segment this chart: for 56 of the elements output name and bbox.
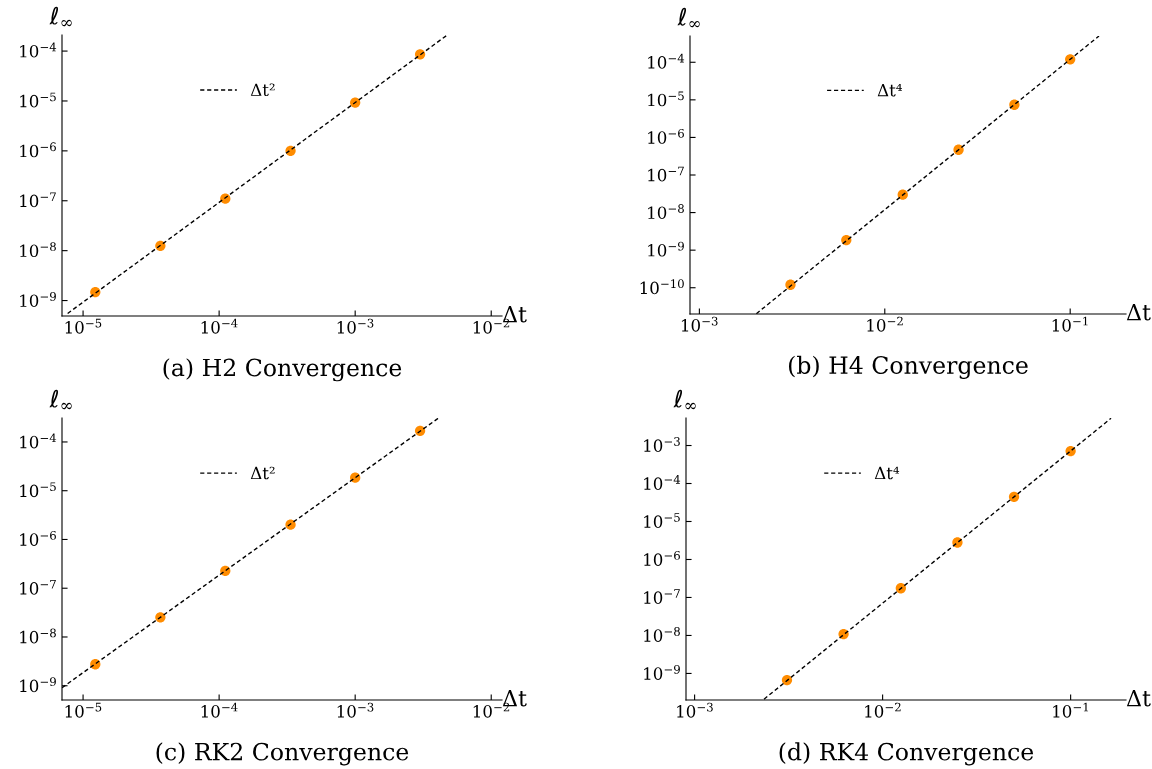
x-tick-label: 10$^{−4}$ — [201, 702, 238, 718]
legend-label: Δt² — [250, 466, 275, 480]
x-tick-label: 10$^{−5}$ — [65, 318, 102, 334]
x-tick-label: 10$^{−3}$ — [337, 702, 374, 718]
y-tick-label: 10$^{−4}$ — [648, 53, 685, 69]
x-axis-title: Δt — [1126, 689, 1151, 707]
point — [414, 425, 426, 436]
y-tick-label: 10$^{−10}$ — [640, 279, 684, 295]
legend-label: Δt⁴ — [877, 83, 902, 97]
x-tick-label: 10$^{−3}$ — [337, 318, 374, 334]
x-tick-label: 10$^{−2}$ — [865, 702, 901, 718]
y-tick-label: 10$^{−4}$ — [644, 475, 681, 490]
y-tick-label: 10$^{−7}$ — [644, 589, 680, 604]
y-axis-title: ℓ$_{∞}$ — [49, 6, 72, 27]
y-axis-title: ℓ$_{∞}$ — [49, 389, 72, 410]
text: (b) H4 Convergence — [789, 355, 1028, 379]
y-tick-label: 10$^{−6}$ — [20, 142, 56, 158]
y-tick-label: 10$^{−8}$ — [20, 628, 56, 644]
x-axis-title: Δt — [1126, 303, 1151, 321]
y-tick-label: 10$^{−8}$ — [648, 204, 684, 220]
legend-label: Δt² — [250, 83, 275, 97]
y-axis-title: ℓ$_{∞}$ — [673, 389, 696, 410]
x-tick-label: 10$^{−3}$ — [681, 316, 718, 332]
y-tick-label: 10$^{−4}$ — [20, 42, 57, 58]
y-tick-label: 10$^{−9}$ — [644, 664, 680, 680]
y-tick-label: 10$^{−9}$ — [648, 241, 684, 257]
point — [1008, 491, 1020, 502]
y-tick-label: 10$^{−5}$ — [644, 513, 680, 528]
x-tick-label: 10$^{−5}$ — [65, 702, 102, 718]
text: (c) RK2 Convergence — [156, 742, 409, 766]
x-tick-label: 10$^{−3}$ — [677, 702, 713, 718]
y-axis-title: ℓ$_{∞}$ — [677, 7, 700, 28]
point — [350, 97, 361, 108]
y-tick-label: 10$^{−7}$ — [648, 166, 684, 182]
y-tick-label: 10$^{−6}$ — [20, 530, 56, 546]
x-tick-label: 10$^{−2}$ — [867, 316, 903, 332]
x-tick-label: 10$^{−1}$ — [1052, 316, 1088, 332]
legend-label: Δt⁴ — [874, 466, 900, 480]
y-tick-label: 10$^{−8}$ — [644, 626, 680, 642]
text: (a) H2 Convergence — [163, 358, 402, 382]
y-tick-label: 10$^{−5}$ — [648, 91, 684, 107]
y-tick-label: 10$^{−9}$ — [20, 292, 56, 307]
y-tick-label: 10$^{−6}$ — [648, 128, 684, 144]
y-tick-label: 10$^{−7}$ — [20, 579, 56, 595]
y-tick-label: 10$^{−4}$ — [20, 433, 57, 449]
y-tick-label: 10$^{−6}$ — [644, 550, 680, 566]
y-tick-label: 10$^{−9}$ — [20, 677, 56, 693]
y-tick-label: 10$^{−7}$ — [20, 192, 56, 208]
text: (d) RK4 Convergence — [779, 742, 1034, 766]
point — [895, 583, 906, 594]
y-tick-label: 10$^{−5}$ — [20, 482, 56, 498]
y-tick-label: 10$^{−5}$ — [20, 92, 56, 108]
x-tick-label: 10$^{−1}$ — [1053, 702, 1089, 718]
y-tick-label: 10$^{−3}$ — [644, 437, 680, 452]
x-tick-label: 10$^{−4}$ — [201, 318, 238, 334]
y-tick-label: 10$^{−8}$ — [20, 242, 56, 258]
